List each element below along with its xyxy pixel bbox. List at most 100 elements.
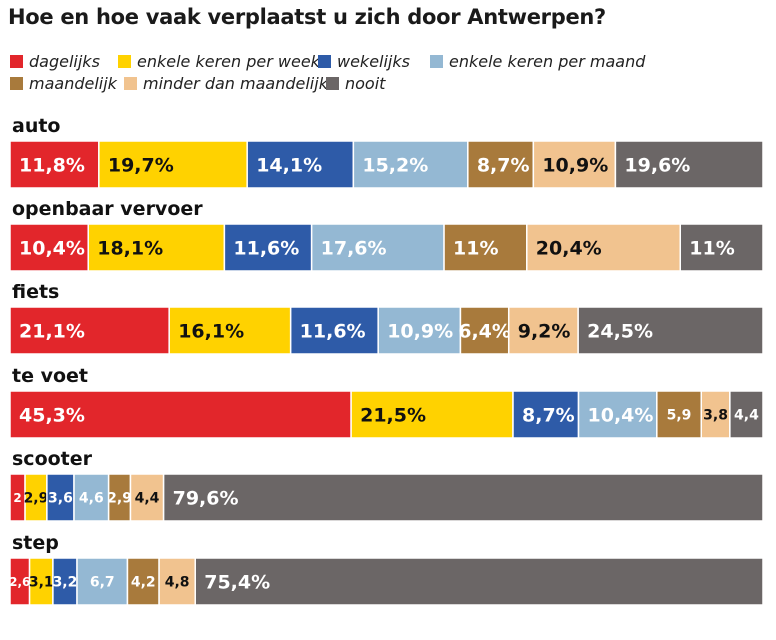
category-label: openbaar vervoer: [12, 198, 203, 220]
data-label: 8,7%: [477, 154, 530, 176]
data-label: 5,9: [667, 408, 692, 424]
bar-segment: [246, 140, 355, 189]
legend-swatch: [124, 77, 137, 90]
data-label: 21,5%: [360, 404, 426, 426]
bar-segment: [310, 223, 445, 272]
data-label: 75,4%: [204, 571, 270, 593]
bar-segment: [9, 306, 170, 355]
legend-swatch: [10, 77, 23, 90]
legend-item: enkele keren per maand: [430, 52, 645, 71]
data-label: 79,6%: [173, 487, 239, 509]
legend-swatch: [318, 55, 331, 68]
data-label: 10,9%: [387, 320, 453, 342]
legend-swatch: [118, 55, 131, 68]
bar-segment: [679, 223, 764, 272]
legend-label: enkele keren per week: [137, 52, 320, 71]
bar-segment: [350, 390, 514, 439]
data-label: 2,9: [24, 491, 49, 507]
data-label: 4,6: [79, 491, 104, 507]
data-label: 4,4: [734, 408, 759, 424]
bar-segment: [87, 223, 226, 272]
bar-segment: [9, 390, 352, 439]
data-label: 17,6%: [321, 237, 387, 259]
legend-label: maandelijk: [29, 74, 117, 93]
category-label: fiets: [12, 281, 59, 303]
data-label: 2,6: [9, 575, 30, 589]
data-label: 3,6: [48, 491, 73, 507]
data-label: 45,3%: [19, 404, 85, 426]
data-label: 21,1%: [19, 320, 85, 342]
bar-segment: [443, 223, 528, 272]
legend-item: minder dan maandelijks: [124, 74, 336, 93]
data-label: 20,4%: [536, 237, 602, 259]
data-label: 6,4%: [458, 320, 511, 342]
legend-label: minder dan maandelijks: [143, 74, 337, 93]
legend-label: enkele keren per maand: [449, 52, 646, 71]
data-label: 10,9%: [542, 154, 608, 176]
data-label: 16,1%: [178, 320, 244, 342]
data-label: 19,7%: [108, 154, 174, 176]
bar-segment: [98, 140, 248, 189]
data-label: 6,7: [90, 575, 115, 591]
bar-segment: [9, 140, 100, 189]
data-label: 8,7%: [522, 404, 575, 426]
data-label: 18,1%: [97, 237, 163, 259]
bar-segment: [729, 390, 764, 439]
legend-swatch: [10, 55, 23, 68]
category-label: scooter: [12, 448, 93, 470]
data-label: 4,8: [165, 575, 190, 591]
bar-segment: [577, 306, 764, 355]
bar-segment: [162, 473, 764, 522]
bar-segment: [467, 140, 535, 189]
bar-segment: [126, 557, 160, 606]
data-label: 11%: [689, 237, 734, 259]
category-label: te voet: [12, 365, 88, 387]
data-label: 4,2: [131, 575, 156, 591]
legend-label: nooit: [345, 74, 386, 93]
data-label: 11,8%: [19, 154, 85, 176]
bar-segment: [459, 306, 510, 355]
bar-segment: [194, 557, 764, 606]
legend-swatch: [326, 77, 339, 90]
legend-label: dagelijks: [29, 52, 100, 71]
legend-item: dagelijks: [10, 52, 100, 71]
data-label: 2: [13, 491, 21, 505]
category-label: auto: [12, 115, 60, 137]
data-label: 9,2%: [518, 320, 571, 342]
legend-label: wekelijks: [337, 52, 410, 71]
bar-segment: [526, 223, 682, 272]
category-label: step: [12, 532, 59, 554]
bar-segment: [76, 557, 129, 606]
legend-item: nooit: [326, 74, 385, 93]
legend-item: enkele keren per week: [118, 52, 320, 71]
data-label: 4,4: [135, 491, 160, 507]
legend-item: wekelijks: [318, 52, 410, 71]
bar-segment: [129, 473, 165, 522]
bar-segment: [46, 473, 75, 522]
bar-segment: [352, 140, 469, 189]
data-label: 3,8: [703, 408, 728, 424]
bar-segment: [52, 557, 78, 606]
bar-segment: [532, 140, 617, 189]
data-label: 11,6%: [300, 320, 366, 342]
data-label: 10,4%: [588, 404, 654, 426]
legend-swatch: [430, 55, 443, 68]
bar-segment: [377, 306, 462, 355]
data-label: 14,1%: [256, 154, 322, 176]
data-label: 2,9: [107, 491, 132, 507]
bar-segment: [158, 557, 196, 606]
data-label: 3,1: [29, 575, 54, 591]
data-label: 10,4%: [19, 237, 85, 259]
chart-title: Hoe en hoe vaak verplaatst u zich door A…: [8, 5, 606, 29]
bar-segment: [289, 306, 379, 355]
data-label: 11%: [453, 237, 498, 259]
data-label: 15,2%: [362, 154, 428, 176]
data-label: 19,6%: [624, 154, 690, 176]
data-label: 24,5%: [587, 320, 653, 342]
bar-segment: [507, 306, 579, 355]
bar-segment: [614, 140, 764, 189]
bar-segment: [656, 390, 703, 439]
data-label: 11,6%: [233, 237, 299, 259]
data-label: 3,2: [53, 575, 78, 591]
